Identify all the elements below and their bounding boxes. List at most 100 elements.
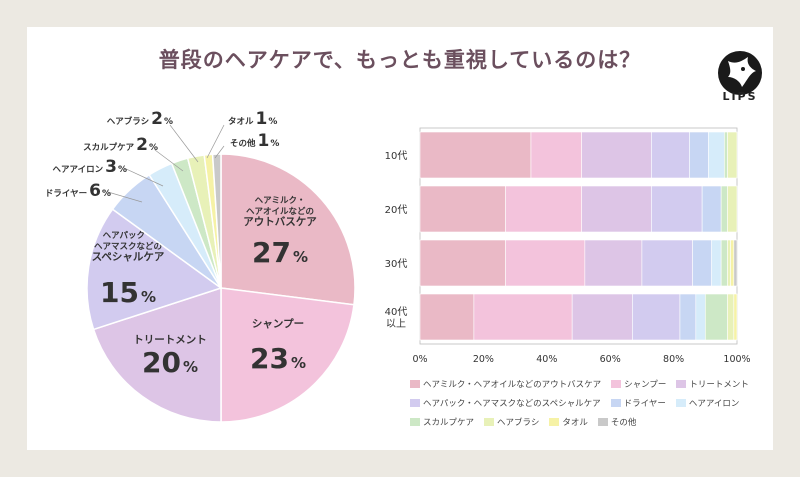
legend-item-3: ヘアパック・ヘアマスクなどのスペシャルケア: [410, 397, 601, 409]
legend-item-4: ドライヤー: [610, 397, 666, 409]
bar-3-seg-1: [473, 293, 573, 341]
pie-label-3-line-1: ヘアマスクなどの: [94, 241, 162, 252]
logo-text: LIPS: [722, 90, 758, 103]
legend-swatch-0: [410, 380, 420, 388]
pie-value-0: 27%: [252, 236, 308, 269]
x-tick-2: 40%: [536, 354, 557, 365]
bar-3-seg-4: [679, 293, 697, 341]
legend-swatch-2: [676, 380, 687, 388]
bar-2-seg-2: [584, 239, 643, 287]
bar-1-seg-7: [727, 185, 738, 233]
legend-item-7: ヘアブラシ: [484, 416, 539, 428]
bar-1-seg-4: [701, 185, 722, 233]
bar-0-seg-3: [651, 131, 690, 179]
bar-3-seg-5: [695, 293, 706, 341]
category-label-0-0: 10代: [385, 150, 408, 162]
legend-label-7: ヘアブラシ: [497, 418, 540, 428]
lips-logo-icon: [718, 51, 762, 95]
bar-3-seg-7: [727, 293, 735, 341]
pie-label-0-line-0: ヘアミルク・: [255, 195, 306, 206]
legend-item-6: スカルプケア: [410, 416, 474, 428]
legend-item-1: シャンプー: [611, 378, 666, 390]
x-tick-5: 100%: [723, 354, 750, 365]
legend-item-5: ヘアアイロン: [675, 397, 740, 409]
pie-slice-2: [92, 286, 222, 423]
bar-2-seg-7: [727, 239, 731, 287]
legend-item-9: その他: [597, 416, 637, 428]
bar-0-seg-0: [419, 131, 532, 179]
legend-swatch-7: [484, 418, 495, 426]
legend-label-5: ヘアアイロン: [688, 399, 740, 409]
legend-item-0: ヘアミルク・ヘアオイルなどのアウトバスケア: [410, 378, 601, 390]
pie-value-1: 23%: [250, 342, 306, 375]
pie-leader-7: [169, 124, 199, 163]
category-label-1-0: 20代: [385, 204, 408, 216]
pie-label-2-line-0: トリートメント: [133, 334, 207, 346]
bar-1-seg-1: [505, 185, 582, 233]
pie-label-0-line-2: アウトバスケア: [243, 216, 317, 228]
bar-2-seg-9: [733, 239, 738, 287]
x-tick-0: 0%: [412, 354, 427, 365]
bar-2-seg-1: [505, 239, 586, 287]
pie-outer-label-9: その他 1%: [230, 131, 279, 151]
bar-2-seg-8: [730, 239, 735, 287]
pie-leader-4: [107, 191, 143, 203]
pie-outer-label-4: ドライヤー 6%: [45, 181, 111, 201]
category-label-3-1: 以上: [386, 318, 406, 330]
plot-frame: [419, 127, 738, 345]
pie-label-3-line-0: ヘアパック・: [103, 230, 154, 241]
pie-slice-1: [220, 287, 355, 423]
chart-legend: ヘアミルク・ヘアオイルなどのアウトバスケア シャンプー トリートメントヘアパック・ヘ…: [410, 378, 780, 428]
bar-2-seg-4: [692, 239, 712, 287]
pie-outer-label-8: タオル 1%: [228, 109, 277, 129]
pie-outer-label-5: ヘアアイロン 3%: [53, 157, 127, 177]
pie-outer-label-7: ヘアブラシ 2%: [107, 109, 173, 129]
x-tick-1: 20%: [473, 354, 494, 365]
legend-swatch-1: [611, 380, 622, 388]
legend-label-3: ヘアパック・ヘアマスクなどのスペシャルケア: [423, 399, 601, 409]
bar-3-seg-2: [571, 293, 633, 341]
category-label-3-0: 40代: [385, 306, 408, 318]
bar-0-seg-6: [724, 131, 728, 179]
legend-swatch-8: [549, 418, 560, 426]
legend-swatch-5: [675, 399, 686, 407]
pie-value-2: 20%: [142, 346, 198, 379]
legend-swatch-6: [410, 418, 420, 426]
legend-item-8: タオル: [549, 416, 588, 428]
bar-0-seg-7: [727, 131, 738, 179]
pie-slice-9: [211, 153, 222, 289]
bar-0-seg-1: [530, 131, 582, 179]
bar-1-seg-2: [581, 185, 652, 233]
legend-label-9: その他: [610, 418, 637, 428]
pie-leader-9: [214, 145, 225, 159]
pie-slice-3: [86, 208, 223, 331]
legend-label-4: ドライヤー: [623, 399, 666, 409]
legend-label-2: トリートメント: [689, 380, 749, 390]
pie-label-1-line-0: シャンプー: [252, 317, 304, 330]
chart-title: 普段のヘアケアで、もっとも重視しているのは？: [158, 48, 642, 72]
bar-1-seg-6: [720, 185, 728, 233]
bar-0-seg-2: [581, 131, 652, 179]
bar-2-seg-0: [419, 239, 506, 287]
bar-0-seg-5: [708, 131, 725, 179]
x-tick-3: 60%: [600, 354, 621, 365]
pie-slice-0: [220, 153, 356, 306]
pie-leader-5: [123, 167, 164, 187]
pie-outer-label-6: スカルプケア 2%: [83, 135, 158, 155]
pie-leader-6: [154, 149, 184, 172]
legend-label-8: タオル: [562, 418, 588, 428]
legend-swatch-3: [410, 399, 420, 407]
bar-2-seg-5: [711, 239, 722, 287]
legend-item-2: トリートメント: [676, 378, 749, 390]
bar-3-seg-0: [419, 293, 475, 341]
bar-1-seg-3: [651, 185, 703, 233]
legend-swatch-4: [610, 399, 621, 407]
pie-label-3-line-2: スペシャルケア: [92, 251, 165, 263]
bar-3-seg-6: [704, 293, 728, 341]
legend-label-1: シャンプー: [624, 380, 667, 390]
bar-3-seg-3: [632, 293, 681, 341]
bar-2-seg-3: [641, 239, 693, 287]
pie-value-3: 15%: [100, 276, 156, 309]
